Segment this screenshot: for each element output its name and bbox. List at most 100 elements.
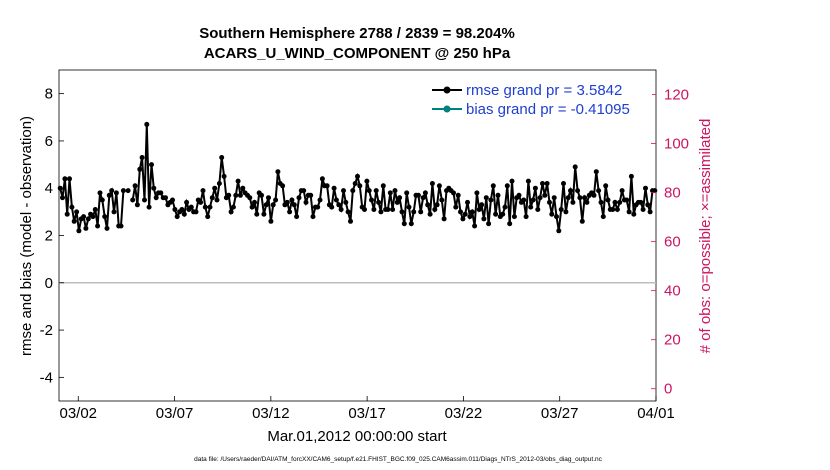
rmse-point — [474, 190, 480, 196]
rmse-point — [350, 188, 356, 194]
rmse-point — [603, 183, 609, 189]
rmse-point — [95, 223, 101, 229]
rmse-point — [619, 188, 625, 194]
rmse-point — [472, 223, 478, 229]
left-tick-label: 6 — [45, 133, 53, 150]
rmse-point — [481, 216, 487, 222]
legend: rmse grand pr = 3.5842 bias grand pr = -… — [430, 78, 652, 120]
rmse-point — [415, 192, 421, 198]
rmse-point — [263, 202, 269, 208]
rmse-point — [575, 188, 581, 194]
rmse-point — [357, 183, 363, 189]
rmse-point — [113, 190, 119, 196]
legend-rmse-label: rmse grand pr = 3.5842 — [466, 82, 622, 99]
rmse-point — [397, 195, 403, 201]
rmse-point — [558, 207, 564, 212]
rmse-point — [151, 185, 157, 191]
left-tick-label: -2 — [40, 322, 53, 339]
rmse-point — [387, 190, 393, 196]
rmse-point — [420, 195, 426, 201]
rmse-point — [247, 195, 253, 201]
rmse-point — [378, 209, 384, 215]
rmse-point — [488, 197, 494, 203]
rmse-point — [181, 211, 187, 217]
rmse-point — [106, 192, 112, 198]
rmse-point — [516, 192, 522, 198]
rmse-point — [537, 195, 543, 201]
rmse-point — [570, 199, 576, 205]
left-axis-ticks: -4 -2 0 2 4 6 8 — [40, 86, 64, 386]
legend-rmse-marker — [443, 86, 451, 94]
rmse-point — [120, 188, 126, 194]
rmse-point — [104, 225, 110, 231]
legend-bias-marker — [443, 105, 451, 113]
right-tick-label: 60 — [664, 234, 681, 251]
rmse-point — [348, 218, 353, 224]
rmse-point — [455, 192, 461, 198]
rmse-point — [432, 207, 438, 212]
rmse-point — [329, 204, 335, 210]
rmse-point — [219, 155, 225, 160]
rmse-point — [614, 207, 620, 212]
rmse-point — [259, 192, 264, 198]
rmse-point — [252, 199, 257, 205]
rmse-point — [179, 207, 185, 212]
rmse-point — [591, 192, 597, 198]
rmse-point — [422, 190, 428, 196]
rmse-point — [392, 188, 398, 194]
rmse-point — [193, 209, 199, 215]
rmse-point — [62, 176, 68, 182]
rmse-point — [493, 211, 499, 217]
rmse-point — [74, 209, 80, 215]
rmse-point — [612, 199, 618, 205]
rmse-point — [439, 197, 445, 203]
rmse-point — [144, 121, 150, 127]
rmse-point — [547, 199, 552, 205]
rmse-point — [436, 183, 442, 189]
left-tick-label: 8 — [45, 86, 53, 103]
x-tick-label: 03/27 — [541, 405, 579, 422]
rmse-point — [582, 195, 588, 201]
rmse-point — [125, 188, 131, 194]
rmse-point — [441, 216, 447, 222]
rmse-point — [453, 204, 459, 210]
rmse-point — [535, 207, 541, 212]
rmse-point — [509, 178, 515, 184]
x-tick-label: 04/01 — [637, 405, 675, 422]
rmse-point — [600, 214, 606, 220]
rmse-point — [640, 207, 646, 212]
rmse-point — [287, 209, 293, 215]
x-axis-label: Mar.01,2012 00:00:00 start — [267, 428, 447, 445]
right-tick-label: 20 — [664, 332, 681, 349]
rmse-point — [71, 218, 77, 224]
right-axis-ticks: 0 20 40 60 80 100 120 — [651, 87, 689, 398]
rmse-point — [310, 214, 316, 220]
rmse-point — [380, 183, 386, 189]
rmse-point — [308, 192, 314, 198]
rmse-point — [153, 195, 159, 201]
rmse-point — [486, 221, 492, 227]
rmse-point — [549, 211, 555, 217]
rmse-point — [572, 164, 578, 170]
rmse-point — [554, 214, 559, 220]
rmse-point — [598, 199, 604, 205]
plot-area — [58, 69, 657, 402]
rmse-point — [102, 214, 108, 220]
legend-box — [430, 78, 652, 120]
rmse-point — [577, 195, 583, 201]
rmse-point — [596, 188, 602, 194]
rmse-point — [429, 181, 435, 186]
rmse-point — [118, 223, 124, 229]
rmse-point — [434, 202, 440, 208]
rmse-point — [273, 197, 279, 203]
rmse-point — [294, 214, 300, 220]
rmse-point — [92, 207, 98, 212]
rmse-point — [362, 207, 367, 212]
rmse-point — [345, 209, 351, 215]
rmse-point — [525, 178, 531, 184]
left-tick-label: 4 — [45, 180, 53, 197]
left-tick-label: 0 — [45, 275, 53, 292]
rmse-point — [530, 197, 536, 203]
rmse-point — [366, 188, 372, 194]
rmse-point — [610, 207, 616, 212]
